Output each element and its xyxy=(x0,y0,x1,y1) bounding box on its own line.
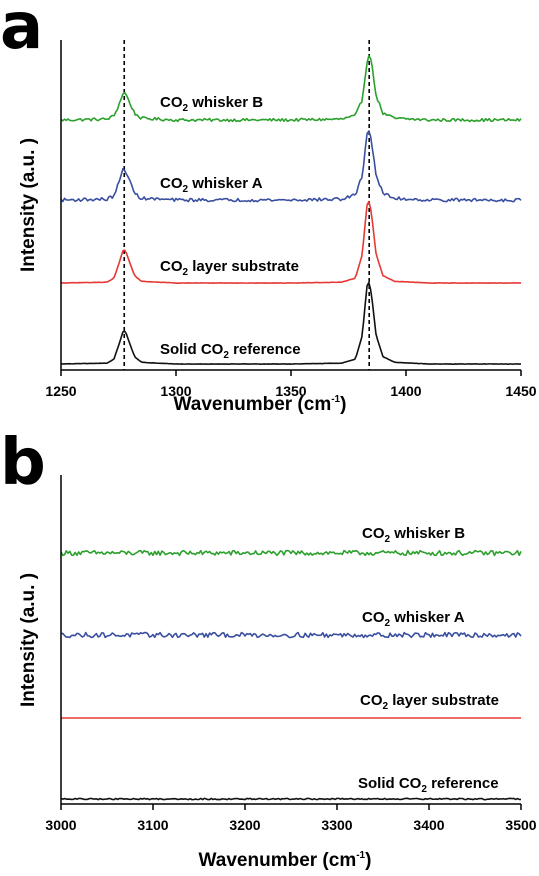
x-tick-label: 1400 xyxy=(390,383,421,399)
panel-b-label-whisker-b: CO2 whisker B xyxy=(362,525,465,545)
x-tick-label: 3400 xyxy=(413,817,444,833)
panel-a: a 1250 1300 1350 1400 1450 Wavenumber (cm-1)… xyxy=(0,0,537,415)
series-line-co2-whisker-b xyxy=(60,54,522,123)
panel-b-x-ticks: 3000 3100 3200 3300 3400 3500 xyxy=(45,804,537,833)
panel-b-letter: b xyxy=(0,426,46,500)
panel-b-y-title: Intensity (a.u. ) xyxy=(18,573,39,707)
panel-b-plot-area xyxy=(60,549,522,801)
series-line-co2-whisker-a xyxy=(60,130,522,203)
panel-a-label-whisker-b: CO2 whisker B xyxy=(160,94,263,114)
panel-a-label-whisker-a: CO2 whisker A xyxy=(160,175,263,195)
series-line-co2-whisker-b xyxy=(60,549,522,557)
x-tick-label: 3300 xyxy=(321,817,352,833)
panel-b-label-layer-substrate: CO2 layer substrate xyxy=(360,692,499,712)
panel-a-x-ticks: 1250 1300 1350 1400 1450 xyxy=(45,370,537,399)
x-tick-label: 1350 xyxy=(275,383,306,399)
panel-b-label-solid-reference: Solid CO2 reference xyxy=(358,775,499,795)
x-tick-label: 1250 xyxy=(45,383,76,399)
x-tick-label: 1300 xyxy=(160,383,191,399)
x-tick-label: 3100 xyxy=(137,817,168,833)
x-tick-label: 3500 xyxy=(505,817,536,833)
series-line-solid-co2-reference xyxy=(61,281,522,365)
panel-a-label-layer-substrate: CO2 layer substrate xyxy=(160,258,299,278)
series-line-solid-co2-reference xyxy=(60,797,521,801)
series-line-co2-whisker-a xyxy=(60,631,522,639)
panel-a-plot-area xyxy=(60,40,522,370)
panel-b-x-title: Wavenumber (cm-1) xyxy=(199,850,372,871)
x-tick-label: 3200 xyxy=(229,817,260,833)
panel-b: b 3000 3100 3200 3300 3400 3500 Wavenumber (c… xyxy=(0,426,537,871)
panel-a-x-title: Wavenumber (cm-1) xyxy=(174,394,347,415)
panel-a-label-solid-reference: Solid CO2 reference xyxy=(160,341,301,361)
panel-b-label-whisker-a: CO2 whisker A xyxy=(362,609,465,629)
x-tick-label: 1450 xyxy=(505,383,536,399)
panel-a-letter: a xyxy=(0,0,43,64)
x-tick-label: 3000 xyxy=(45,817,76,833)
series-line-co2-layer-substrate xyxy=(60,200,522,284)
panel-a-y-title: Intensity (a.u. ) xyxy=(18,138,39,272)
